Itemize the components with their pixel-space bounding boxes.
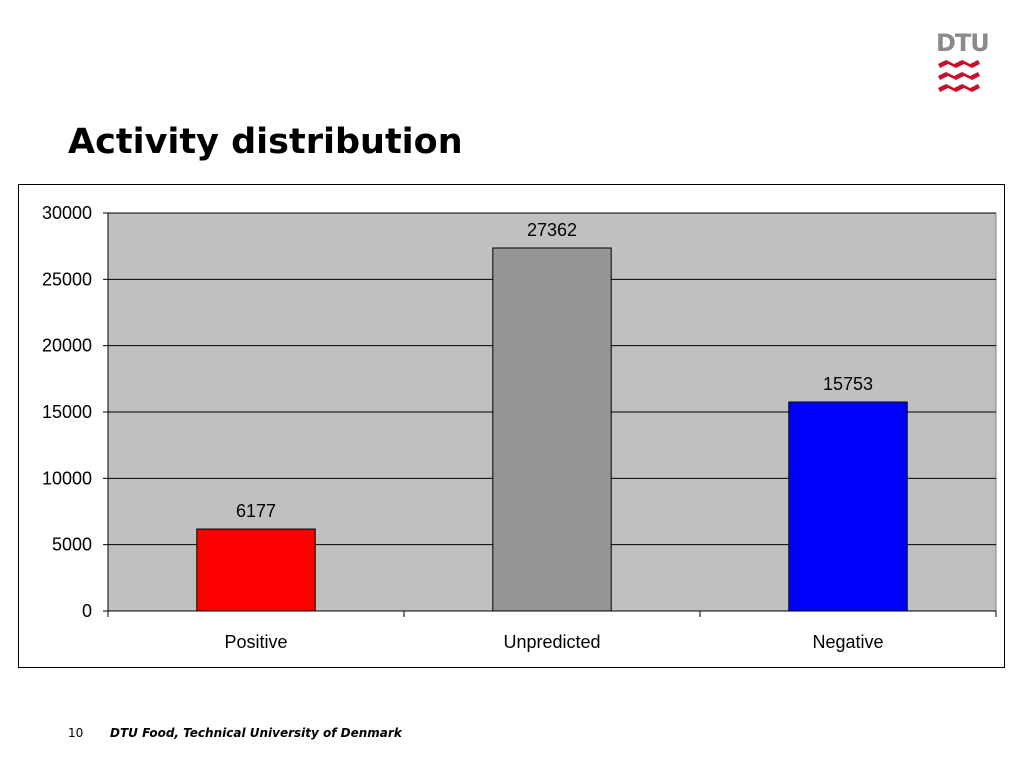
- chart-frame: 0 5000 10000 15000 20000 25000 30000 6177 Positi…: [18, 184, 1005, 668]
- y-tick-label: 30000: [42, 203, 92, 223]
- dtu-logo: DTU: [936, 29, 990, 94]
- logo-waves-icon: [938, 60, 980, 92]
- logo-text: DTU: [936, 29, 990, 57]
- bar-negative: [788, 401, 908, 612]
- x-tick-label: Negative: [812, 632, 883, 652]
- x-tick-label: Positive: [224, 632, 287, 652]
- page-number: 10: [68, 726, 84, 740]
- y-tick-label: 20000: [42, 336, 92, 356]
- y-tick-label: 0: [82, 601, 92, 621]
- bar-positive: [196, 528, 316, 612]
- y-tick-label: 15000: [42, 402, 92, 422]
- data-label: 15753: [823, 374, 873, 394]
- y-tick-label: 25000: [42, 269, 92, 289]
- data-label: 27362: [527, 220, 577, 240]
- bar-unpredicted: [492, 247, 612, 612]
- bar-chart: 0 5000 10000 15000 20000 25000 30000 6177 Positi…: [42, 203, 997, 652]
- footer-text: DTU Food, Technical University of Denmar…: [110, 726, 402, 740]
- y-tick-label: 5000: [52, 535, 92, 555]
- x-tick-label: Unpredicted: [503, 632, 600, 652]
- y-tick-label: 10000: [42, 468, 92, 488]
- page-title: Activity distribution: [68, 122, 463, 162]
- data-label: 6177: [236, 501, 276, 521]
